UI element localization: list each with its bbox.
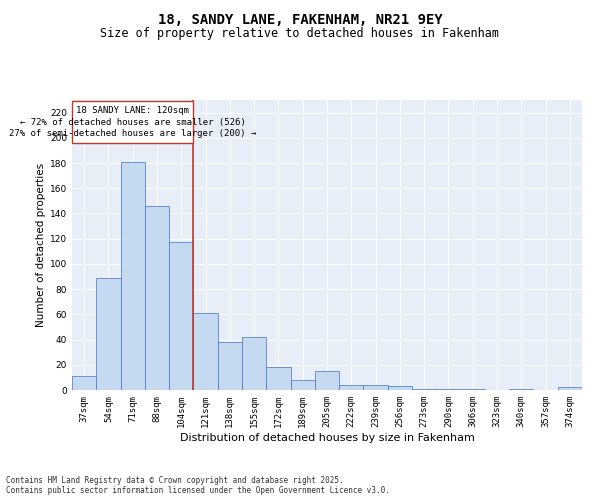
- Text: Size of property relative to detached houses in Fakenham: Size of property relative to detached ho…: [101, 28, 499, 40]
- Text: 18, SANDY LANE, FAKENHAM, NR21 9EY: 18, SANDY LANE, FAKENHAM, NR21 9EY: [158, 12, 442, 26]
- Bar: [364, 385, 388, 390]
- X-axis label: Distribution of detached houses by size in Fakenham: Distribution of detached houses by size …: [179, 432, 475, 442]
- Bar: [266, 368, 290, 390]
- Bar: [121, 162, 145, 390]
- Bar: [218, 342, 242, 390]
- Bar: [558, 388, 582, 390]
- Bar: [339, 385, 364, 390]
- Y-axis label: Number of detached properties: Number of detached properties: [36, 163, 46, 327]
- Bar: [96, 278, 121, 390]
- Bar: [290, 380, 315, 390]
- Text: Contains HM Land Registry data © Crown copyright and database right 2025.
Contai: Contains HM Land Registry data © Crown c…: [6, 476, 390, 495]
- Bar: [72, 376, 96, 390]
- Bar: [436, 388, 461, 390]
- Bar: [242, 337, 266, 390]
- Bar: [72, 102, 193, 143]
- Bar: [412, 388, 436, 390]
- Text: 18 SANDY LANE: 120sqm
← 72% of detached houses are smaller (526)
27% of semi-det: 18 SANDY LANE: 120sqm ← 72% of detached …: [9, 106, 256, 138]
- Bar: [461, 388, 485, 390]
- Bar: [388, 386, 412, 390]
- Bar: [315, 371, 339, 390]
- Bar: [509, 388, 533, 390]
- Bar: [145, 206, 169, 390]
- Bar: [193, 313, 218, 390]
- Bar: [169, 242, 193, 390]
